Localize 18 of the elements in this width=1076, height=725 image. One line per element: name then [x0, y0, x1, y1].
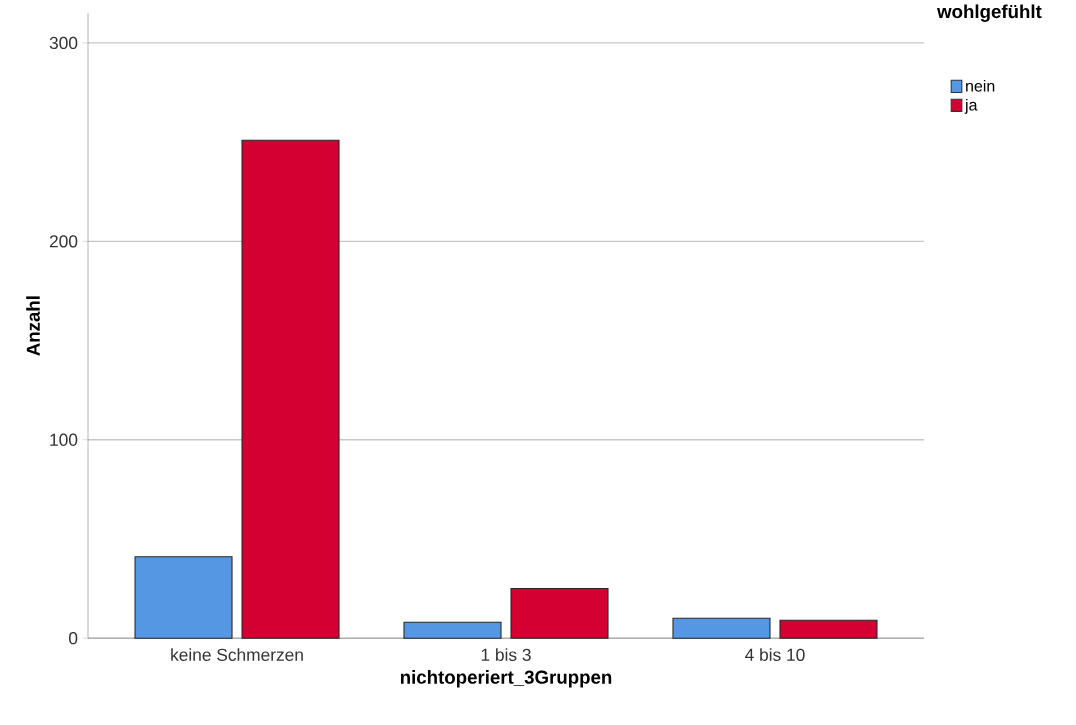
bar [672, 617, 771, 639]
x-tick-label: 4 bis 10 [745, 648, 805, 661]
y-tick-label: 200 [49, 235, 78, 248]
bar [241, 139, 340, 639]
x-tick-label: 1 bis 3 [481, 648, 531, 661]
x-tick-label: keine Schmerzen [171, 648, 303, 661]
x-axis-title: nichtoperiert_3Gruppen [400, 670, 612, 688]
legend-title: wohlgefühlt [937, 4, 1042, 22]
bar [403, 621, 502, 639]
bar [779, 619, 878, 639]
legend-label: nein [966, 79, 995, 92]
y-tick-label: 100 [50, 433, 78, 446]
y-tick-label: 300 [49, 36, 78, 49]
bar [510, 587, 609, 639]
legend-label: ja [964, 98, 978, 114]
bar [134, 556, 233, 639]
y-axis-title: Anzahl [26, 296, 40, 356]
y-tick-label: 0 [68, 631, 78, 645]
